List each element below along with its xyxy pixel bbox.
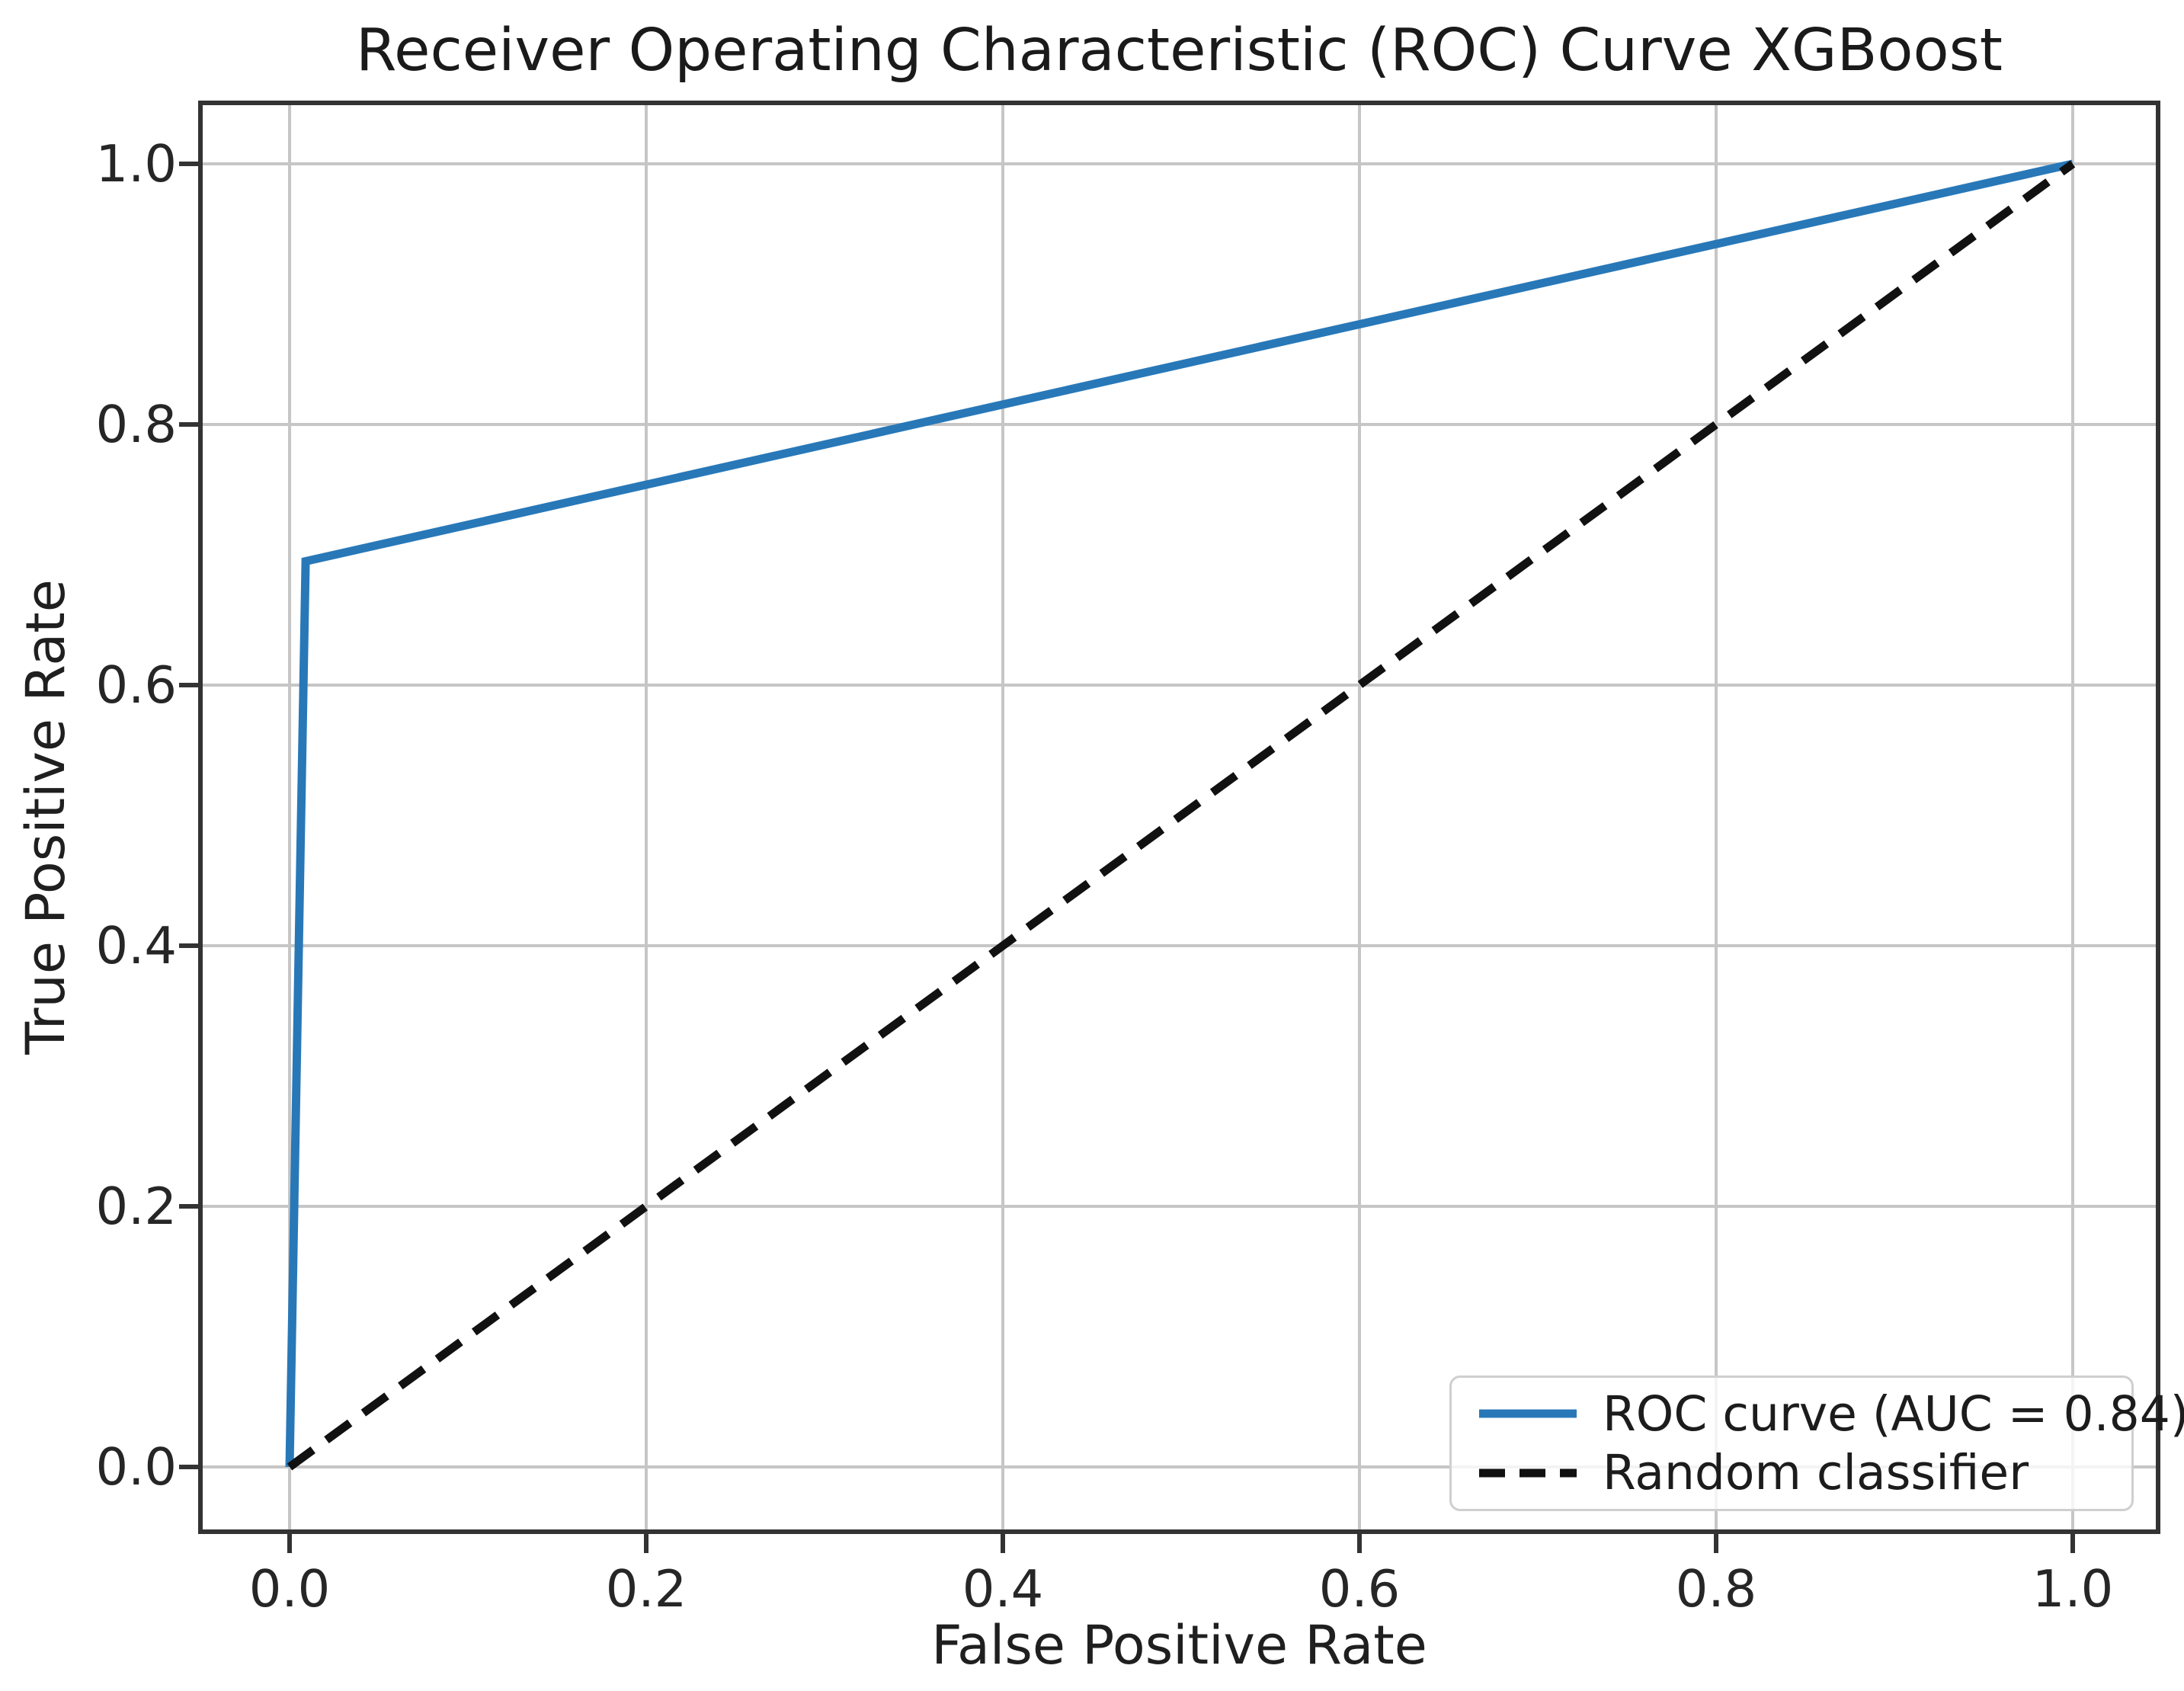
legend-label-roc: ROC curve (AUC = 0.84) xyxy=(1603,1385,2184,1442)
x-tick-label: 0.0 xyxy=(248,1559,331,1619)
x-axis-label: False Positive Rate xyxy=(931,1614,1427,1677)
y-tick-label: 0.4 xyxy=(95,916,177,975)
legend-label-random: Random classifier xyxy=(1603,1445,2029,1501)
chart-title: Receiver Operating Characteristic (ROC) … xyxy=(356,17,2003,85)
y-tick-label: 0.6 xyxy=(95,655,177,715)
y-tick-label: 0.8 xyxy=(95,395,177,454)
x-tick-label: 0.6 xyxy=(1318,1559,1401,1619)
legend-item-roc: ROC curve (AUC = 0.84) xyxy=(1478,1386,2184,1442)
roc-curve-line xyxy=(285,159,2074,1468)
x-tick-label: 0.8 xyxy=(1675,1559,1757,1619)
random-line-sample-icon xyxy=(1479,1468,1577,1478)
y-tick-label: 0.0 xyxy=(95,1437,177,1497)
y-axis-label: True Positive Rate xyxy=(14,579,77,1055)
y-tick-label: 0.2 xyxy=(95,1177,177,1236)
x-tick-label: 1.0 xyxy=(2032,1559,2114,1619)
random-classifier-line xyxy=(287,160,2076,1471)
roc-line-sample-icon xyxy=(1479,1409,1577,1418)
series-layer xyxy=(285,159,2076,1471)
tick-marks-layer xyxy=(179,162,2075,1553)
y-tick-label: 1.0 xyxy=(95,134,177,194)
x-tick-label: 0.2 xyxy=(605,1559,687,1619)
legend-item-random: Random classifier xyxy=(1478,1445,2116,1500)
legend: ROC curve (AUC = 0.84) Random classifier xyxy=(1449,1376,2184,1511)
axes-spines xyxy=(198,101,2160,1534)
grid-layer xyxy=(200,103,2158,1532)
x-tick-label: 0.4 xyxy=(962,1559,1044,1619)
